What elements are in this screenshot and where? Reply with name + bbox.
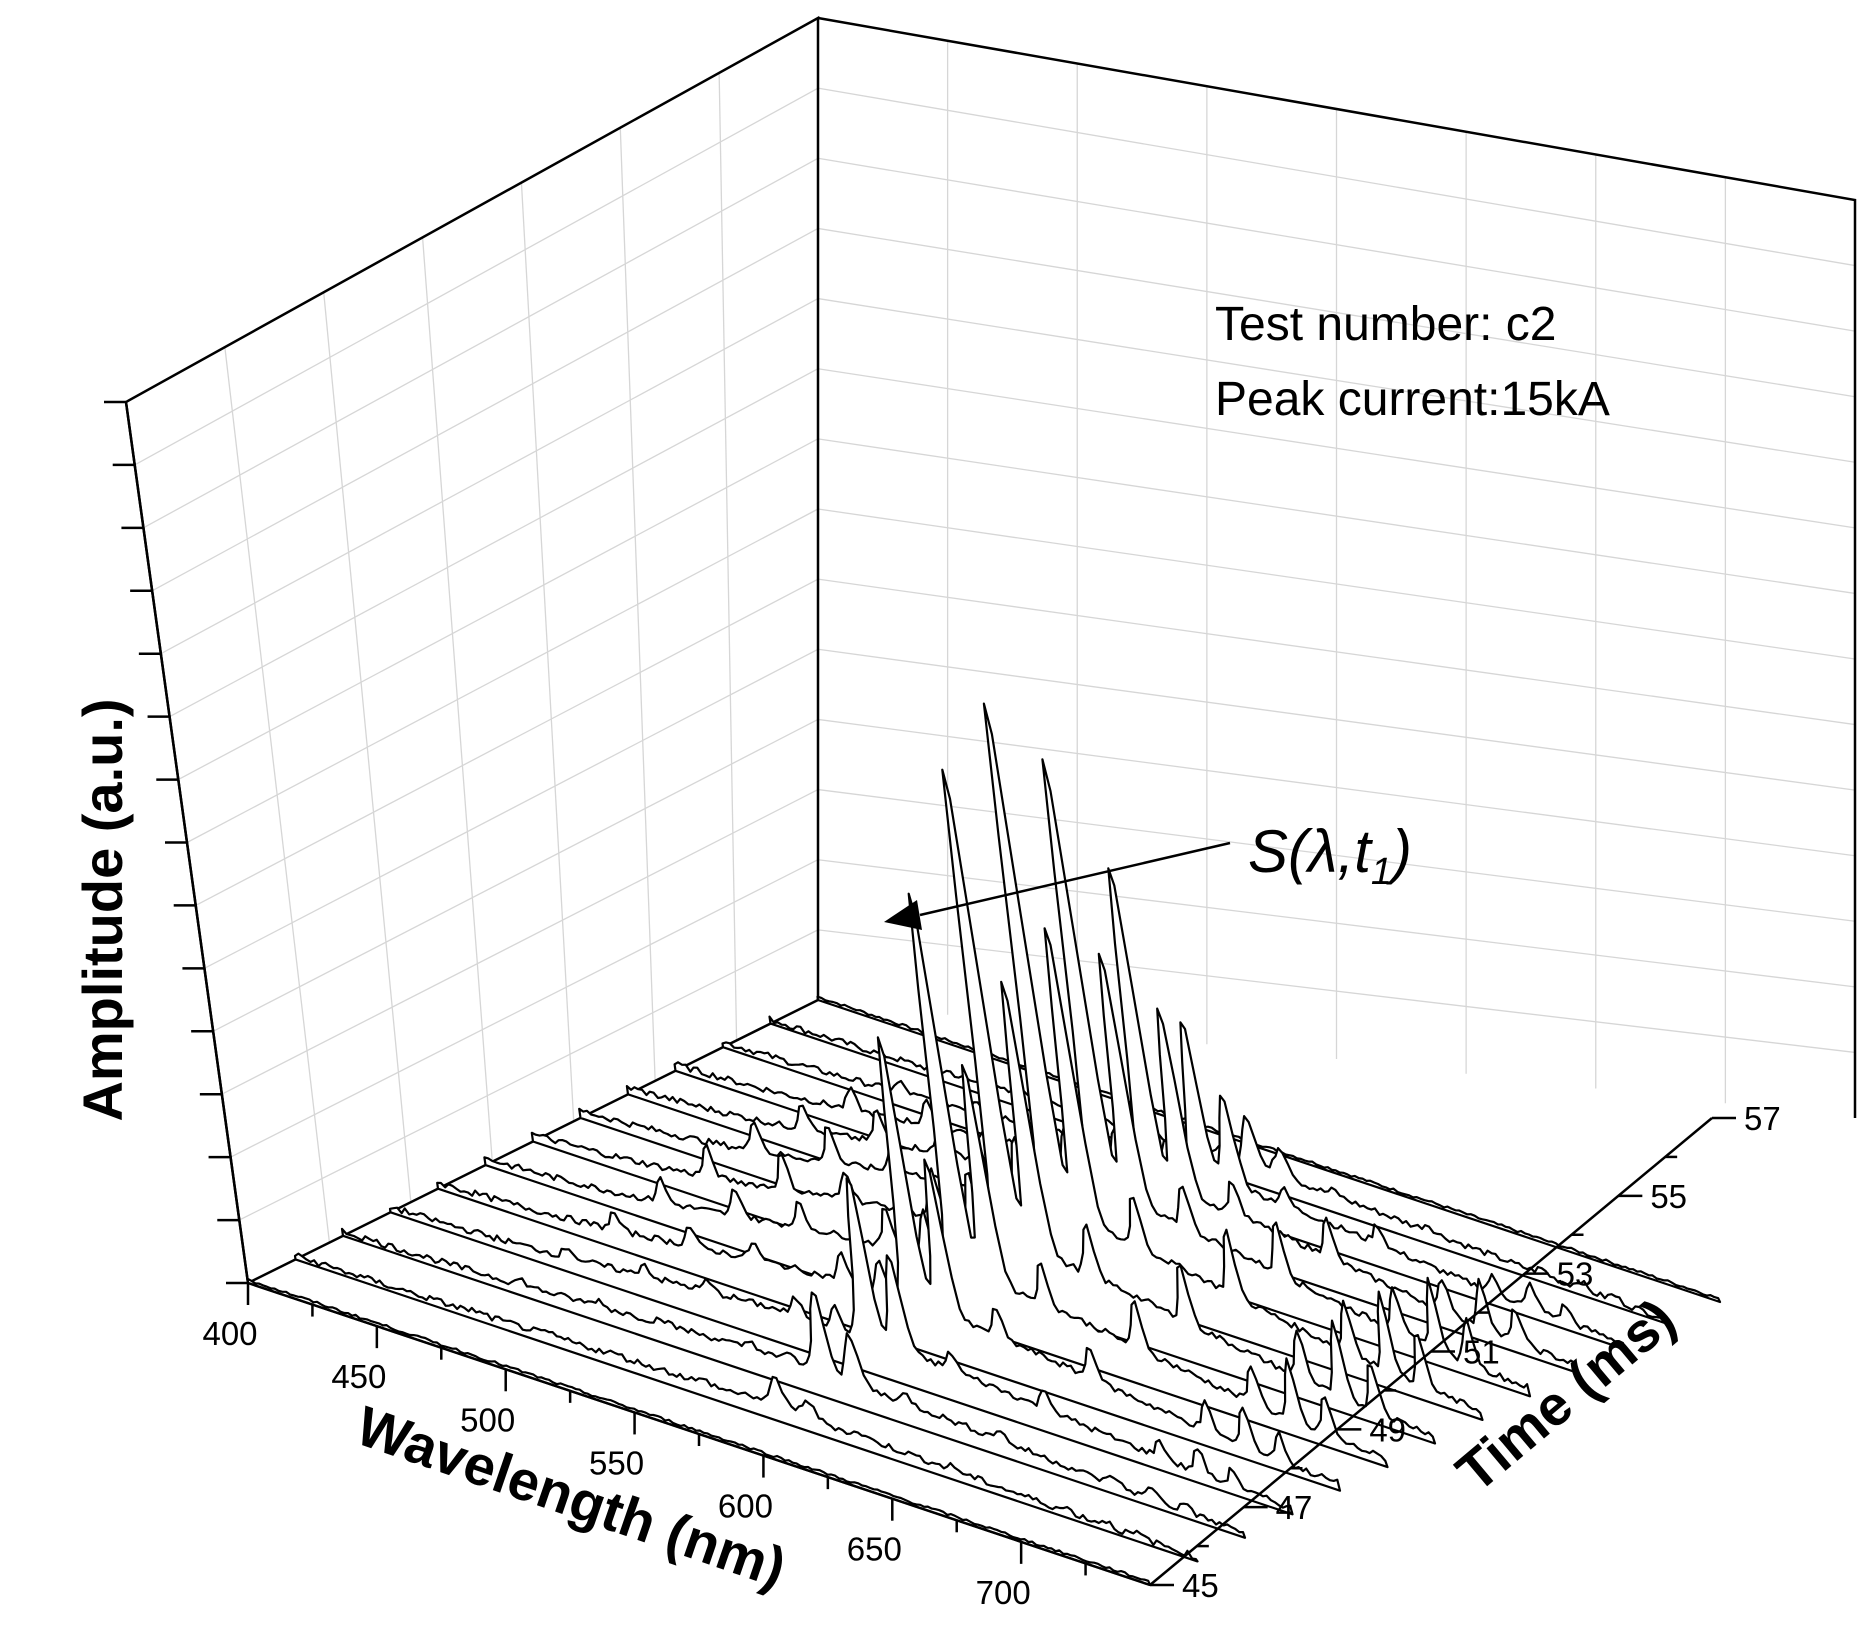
left-wall-hgrid (212, 718, 819, 1032)
annotation-label-main: S( (1248, 818, 1314, 885)
wavelength-tick-label: 550 (589, 1444, 644, 1481)
left-wall-hgrid (195, 578, 819, 907)
left-wall-hgrid (160, 297, 819, 655)
wavelength-tick-label: 600 (718, 1488, 773, 1525)
left-wall-hgrid (204, 648, 819, 969)
annotation: S(λ,t1) (884, 818, 1412, 930)
left-wall-vgrid (323, 292, 412, 1203)
wavelength-ticks: 400 450 500 550 600 650 700 (202, 1283, 1087, 1611)
left-wall-vgrid (520, 182, 575, 1122)
time-tick-label: 51 (1463, 1334, 1500, 1371)
time-tick-label: 45 (1182, 1567, 1219, 1604)
left-wall-hgrid (186, 508, 819, 844)
time-tick-label: 55 (1650, 1178, 1687, 1215)
time-tick-label: 47 (1276, 1489, 1313, 1526)
left-wall-hgrid (238, 929, 819, 1221)
left-wall-hgrid (143, 157, 819, 529)
test-number-label: Test number: c2 (1215, 298, 1556, 351)
wavelength-tick-label: 400 (202, 1315, 257, 1352)
wavelength-tick-label: 500 (460, 1401, 515, 1438)
spectrum-trace-t50 (483, 892, 1389, 1469)
spectra-traces (246, 702, 1722, 1587)
annotation-arrow-line (919, 841, 1231, 917)
back-wall-outline (817, 16, 1857, 1118)
left-wall-vgrid (619, 127, 656, 1081)
time-tick-label: 57 (1744, 1100, 1781, 1137)
annotation-label: S(λ,t1) (1248, 818, 1412, 893)
wavelength-tick-label: 700 (976, 1574, 1031, 1611)
peak-current-label: Peak current:15kA (1215, 373, 1610, 426)
spectrum-trace-t47 (340, 1227, 1247, 1539)
left-wall-vgrid (718, 72, 738, 1041)
amplitude-axis-title: Amplitude (a.u.) (71, 698, 134, 1121)
left-wall-hgrid (151, 227, 819, 592)
annotation-label-sub: 1 (1371, 851, 1392, 893)
amplitude-ticks (104, 400, 248, 1285)
left-wall-outline (124, 15, 820, 1284)
wavelength-tick-label: 650 (847, 1531, 902, 1568)
left-wall-hgrid (221, 788, 819, 1095)
spectrum-trace-t46 (293, 1252, 1199, 1563)
left-wall-hgrid (169, 368, 819, 718)
annotation-arrowhead (884, 900, 922, 930)
left-wall-hgrid (177, 438, 819, 781)
wall-gridlines (134, 40, 1856, 1243)
left-wall-hgrid (230, 859, 819, 1158)
left-wall-vgrid (421, 237, 493, 1162)
annotation-label-t: ,t (1338, 818, 1374, 885)
wavelength-tick-label: 450 (331, 1358, 386, 1395)
time-tick-label: 49 (1369, 1411, 1406, 1448)
time-tick-label: 53 (1557, 1256, 1594, 1293)
annotation-label-lambda: λ (1305, 818, 1338, 885)
left-wall-hgrid (134, 87, 819, 466)
spectrum-trace-t48 (388, 1177, 1294, 1516)
spectrum-trace-t49 (436, 1036, 1342, 1492)
time-ticks: 45 47 49 51 53 55 57 (1150, 1100, 1781, 1604)
left-wall-vgrid (224, 347, 331, 1243)
